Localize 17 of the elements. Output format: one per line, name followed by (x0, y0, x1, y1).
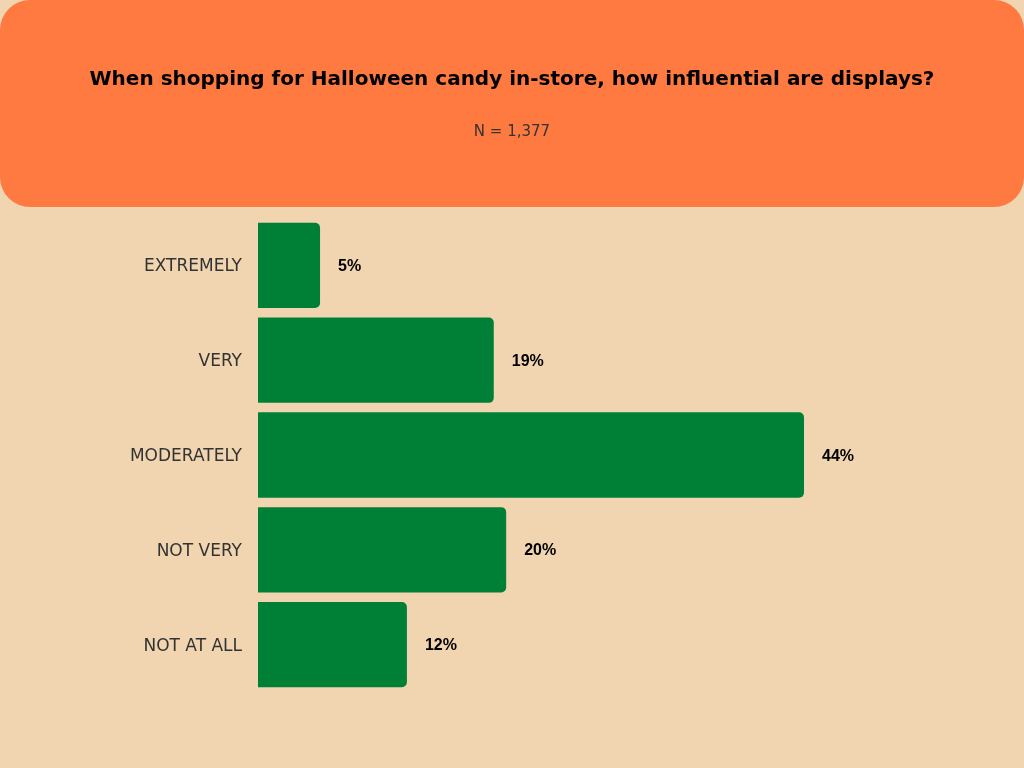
y-tick-label: EXTREMELY (143, 255, 243, 276)
data-label: 12% (424, 636, 457, 654)
bar (258, 222, 321, 309)
data-label: 5% (338, 256, 362, 274)
bar (258, 601, 407, 688)
bar (258, 507, 507, 593)
data-label: 20% (524, 541, 557, 559)
y-tick-label: VERY (198, 350, 243, 371)
data-label: 44% (822, 446, 855, 464)
bar (258, 317, 494, 403)
y-tick-label: NOT AT ALL (143, 634, 243, 655)
y-tick-label: NOT VERY (156, 539, 243, 560)
chart-subtitle: N = 1,377 (472, 122, 552, 140)
chart-title: When shopping for Halloween candy in-store, how influential are displays? (88, 66, 936, 90)
y-tick-label: MODERATELY (129, 445, 243, 465)
bar (258, 412, 804, 498)
data-label: 19% (511, 351, 544, 369)
